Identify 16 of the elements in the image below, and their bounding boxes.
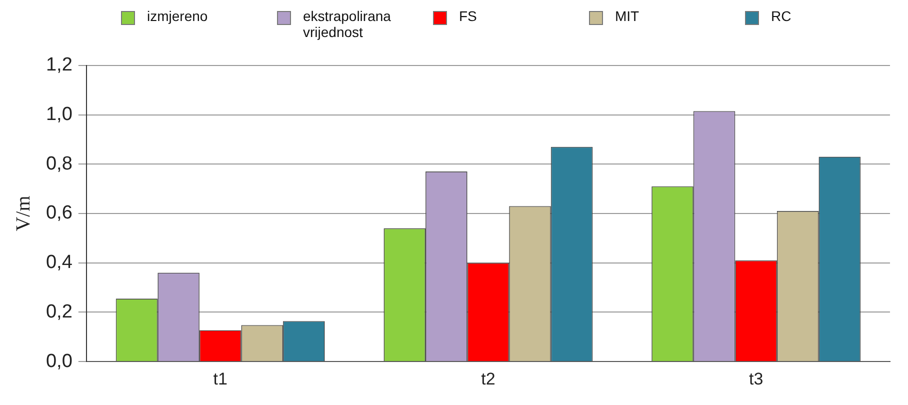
y-axis-title: V/m bbox=[12, 195, 34, 232]
y-tick-label: 0,2 bbox=[46, 301, 72, 322]
legend-label: RC bbox=[771, 8, 792, 24]
legend-label: FS bbox=[459, 8, 477, 24]
legend-label: izmjereno bbox=[147, 8, 208, 24]
legend-label: ekstrapolirana vrijednost bbox=[303, 8, 392, 40]
y-tick-label: 1,2 bbox=[46, 54, 72, 76]
y-tick-label: 0,0 bbox=[46, 350, 72, 372]
x-tick-label: t1 bbox=[213, 369, 228, 388]
x-tick-label: t3 bbox=[748, 369, 764, 388]
legend-label: MIT bbox=[615, 8, 640, 24]
x-tick-label: t2 bbox=[481, 369, 496, 388]
y-tick-label: 0,8 bbox=[46, 153, 72, 174]
y-tick-label: 0,4 bbox=[46, 252, 73, 274]
y-tick-label: 1,0 bbox=[46, 104, 72, 125]
y-tick-label: 0,6 bbox=[46, 202, 72, 224]
